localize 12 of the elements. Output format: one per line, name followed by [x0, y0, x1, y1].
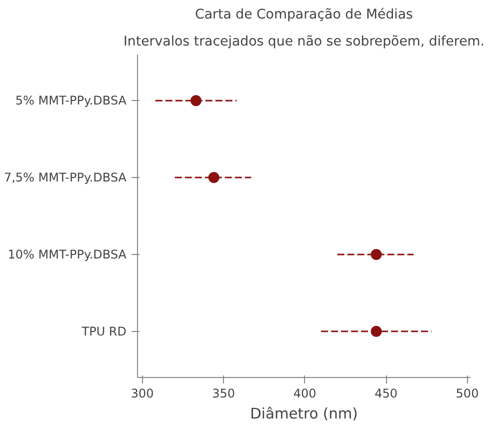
- chart-title: Carta de Comparação de Médias: [195, 8, 414, 22]
- x-tick-label: 500: [456, 386, 479, 400]
- chart-subtitle: Intervalos tracejados que não se sobrepõem, diferem.: [123, 34, 485, 50]
- y-tick-label: 5% MMT-PPy.DBSA: [15, 94, 128, 108]
- y-tick-label: 7,5% MMT-PPy.DBSA: [4, 170, 128, 185]
- y-tick-label: 10% MMT-PPy.DBSA: [8, 247, 128, 262]
- x-tick-label: 400: [293, 386, 316, 400]
- x-tick-label: 450: [374, 386, 398, 400]
- y-tick-label: TPU RD: [80, 324, 127, 338]
- x-tick-label: 300: [130, 386, 154, 400]
- x-axis-title: Diâmetro (nm): [250, 406, 358, 422]
- x-tick-label: 350: [212, 386, 236, 400]
